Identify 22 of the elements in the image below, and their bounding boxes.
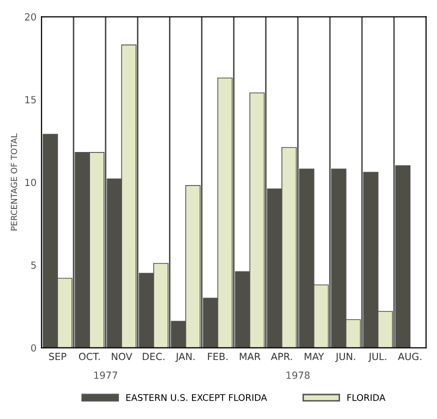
x-tick-label: APR. <box>270 352 292 360</box>
x-tick-label: DEC. <box>142 352 164 360</box>
x-tick-label: AUG. <box>398 352 422 360</box>
y-tick-label: 15 <box>25 96 36 104</box>
legend-label: FLORIDA <box>347 394 386 401</box>
x-tick-label: JUN. <box>335 352 356 362</box>
x-tick-label: JAN. <box>175 352 195 362</box>
y-tick-label: 20 <box>24 13 36 21</box>
y-tick-label: 10 <box>25 178 36 186</box>
text: 1978 <box>286 372 310 379</box>
x-tick-label: MAR <box>240 352 260 360</box>
y-axis-title: PERCENTAGE OF TOTAL <box>10 133 18 230</box>
x-tick-label: SEP <box>49 352 66 360</box>
y-tick-label: 0 <box>31 344 36 352</box>
x-tick-label: NOV <box>112 352 132 360</box>
text: 1977 <box>94 372 118 379</box>
y-tick-label: 5 <box>31 262 36 269</box>
x-tick-label: OCT. <box>78 352 100 360</box>
x-tick-label: MAY <box>304 352 324 360</box>
x-tick-label: FEB. <box>208 352 228 360</box>
x-tick-label: JUL. <box>368 352 386 362</box>
legend-label: EASTERN U.S. EXCEPT FLORIDA <box>126 394 268 401</box>
